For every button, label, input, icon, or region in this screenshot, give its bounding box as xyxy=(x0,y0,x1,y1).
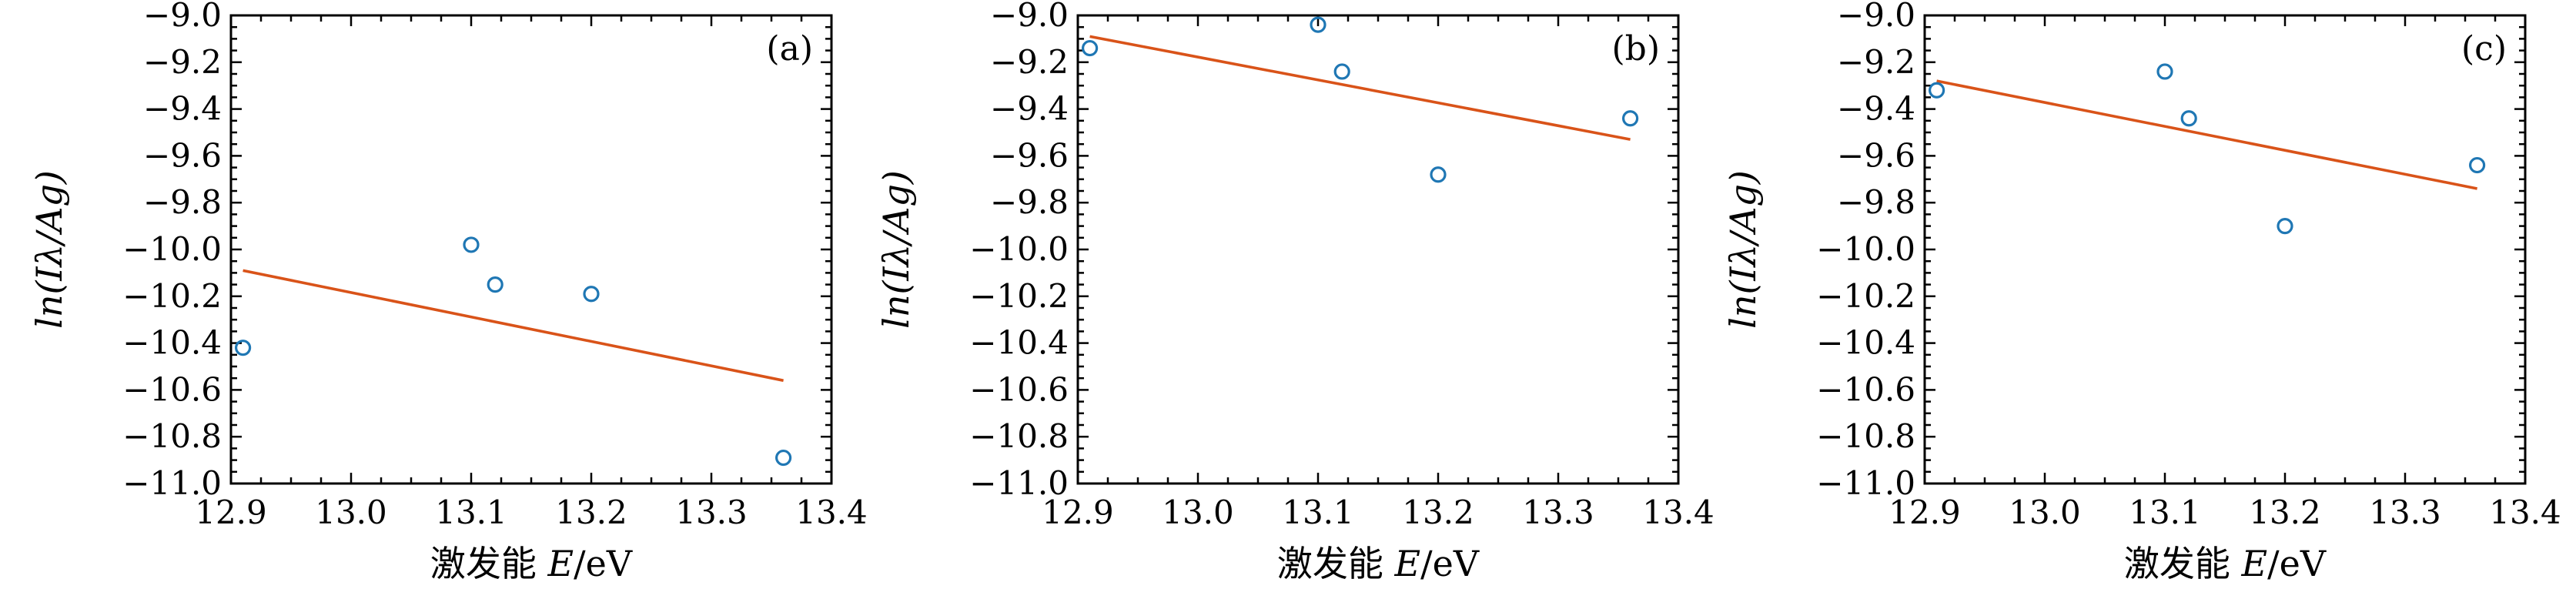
fit-line xyxy=(1089,35,1631,141)
y-tick-label: −10.0 xyxy=(1816,230,1915,268)
y-tick-label: −9.0 xyxy=(1837,0,1915,34)
y-tick-label: −9.4 xyxy=(1837,90,1915,128)
data-point xyxy=(1333,63,1350,80)
y-tick-label: −10.6 xyxy=(122,370,222,408)
panel-label: (c) xyxy=(2461,29,2507,69)
x-tick-label: 12.9 xyxy=(1889,494,1961,531)
data-point xyxy=(1310,16,1326,33)
y-tick-label: −9.8 xyxy=(1837,183,1915,221)
x-tick-label: 13.3 xyxy=(1522,494,1594,531)
data-point xyxy=(1081,39,1099,57)
x-tick-label: 13.2 xyxy=(1402,494,1474,531)
x-axis-label: 激发能 E/eV xyxy=(1277,543,1480,584)
y-tick-label: −10.6 xyxy=(1816,370,1915,408)
x-tick-label: 13.1 xyxy=(2129,494,2201,531)
y-axis-label: ln(Iλ/Ag) xyxy=(28,170,70,329)
y-tick-label: −10.4 xyxy=(122,324,222,362)
chart-panel-a: 12.9 13.0 13.1 13.2 13.3 13.4 −9.0 −9.2 −9.4 −9.6… xyxy=(28,0,868,584)
y-tick-label: −9.6 xyxy=(990,136,1069,174)
fit-line xyxy=(1936,79,2477,190)
x-axis-label-unit: /eV xyxy=(574,543,633,584)
x-axis-label-cn: 激发能 xyxy=(2124,543,2242,584)
y-tick-label: −10.4 xyxy=(1816,324,1915,362)
x-tick-label: 13.0 xyxy=(2009,494,2081,531)
x-axis-label-unit: /eV xyxy=(2267,543,2327,584)
y-tick-label: −10.8 xyxy=(969,417,1069,455)
data-point xyxy=(463,236,480,253)
x-tick-label: 13.4 xyxy=(2489,494,2561,531)
y-tick-label: −10.2 xyxy=(969,277,1069,315)
x-tick-label: 13.4 xyxy=(1642,494,1715,531)
y-tick-label: −10.6 xyxy=(969,370,1069,408)
x-tick-label: 12.9 xyxy=(195,494,267,531)
data-point xyxy=(1430,166,1447,183)
x-tick-label: 13.4 xyxy=(795,494,868,531)
chart-panel-b: 12.9 13.0 13.1 13.2 13.3 13.4 −9.0 −9.2 −9.4 −9.6… xyxy=(875,0,1715,584)
y-tick-label: −11.0 xyxy=(1816,464,1915,502)
data-point xyxy=(583,286,600,303)
x-tick-label: 13.2 xyxy=(2249,494,2321,531)
y-axis-label: ln(Iλ/Ag) xyxy=(875,170,917,329)
plot-frame xyxy=(1076,14,1680,485)
y-tick-label: −10.4 xyxy=(969,324,1069,362)
y-tick-label: −11.0 xyxy=(969,464,1069,502)
x-tick-label: 13.3 xyxy=(2369,494,2441,531)
x-axis-label-cn: 激发能 xyxy=(430,543,548,584)
x-tick-label: 13.3 xyxy=(675,494,748,531)
y-tick-label: −10.0 xyxy=(969,230,1069,268)
data-point xyxy=(2277,218,2293,235)
y-tick-label: −9.4 xyxy=(990,90,1069,128)
data-point xyxy=(235,340,252,356)
x-axis-label-cn: 激发能 xyxy=(1277,543,1395,584)
x-tick-label: 12.9 xyxy=(1042,494,1114,531)
x-tick-label: 13.2 xyxy=(555,494,627,531)
data-point xyxy=(2469,156,2486,174)
y-tick-label: −9.4 xyxy=(143,90,222,128)
x-axis-label-var: E xyxy=(547,543,574,584)
data-point xyxy=(487,276,503,293)
x-axis-label: 激发能 E/eV xyxy=(2124,543,2327,584)
y-tick-label: −9.8 xyxy=(990,183,1069,221)
y-tick-label: −9.2 xyxy=(990,43,1069,81)
data-point xyxy=(1622,110,1639,127)
y-tick-label: −9.0 xyxy=(143,0,222,34)
y-tick-label: −10.0 xyxy=(122,230,222,268)
y-tick-label: −11.0 xyxy=(122,464,222,502)
y-tick-label: −10.2 xyxy=(122,277,222,315)
y-tick-label: −9.6 xyxy=(143,136,222,174)
y-tick-label: −10.8 xyxy=(1816,417,1915,455)
x-tick-label: 13.1 xyxy=(435,494,507,531)
y-tick-label: −9.6 xyxy=(1837,136,1915,174)
data-point xyxy=(1929,82,1945,99)
panel-label: (a) xyxy=(766,29,813,69)
y-tick-label: −9.2 xyxy=(1837,43,1915,81)
y-tick-label: −10.8 xyxy=(122,417,222,455)
plot-frame xyxy=(1923,14,2527,485)
y-tick-label: −9.8 xyxy=(143,183,222,221)
plot-frame xyxy=(229,14,833,485)
data-point xyxy=(2156,63,2173,80)
y-tick-label: −9.0 xyxy=(990,0,1069,34)
chart-panel-c: 12.9 13.0 13.1 13.2 13.3 13.4 −9.0 −9.2 −9.4 −9.6… xyxy=(1722,0,2561,584)
x-axis-label-var: E xyxy=(1394,543,1421,584)
x-tick-label: 13.1 xyxy=(1282,494,1354,531)
fit-line xyxy=(243,269,784,383)
y-tick-label: −9.2 xyxy=(143,43,222,81)
x-tick-label: 13.0 xyxy=(315,494,387,531)
x-axis-label: 激发能 E/eV xyxy=(430,543,633,584)
y-axis-label: ln(Iλ/Ag) xyxy=(1722,170,1764,329)
panel-label: (b) xyxy=(1612,29,1661,69)
y-tick-label: −10.2 xyxy=(1816,277,1915,315)
data-point xyxy=(2180,110,2197,127)
x-axis-label-var: E xyxy=(2241,543,2268,584)
data-point xyxy=(774,449,792,467)
x-axis-label-unit: /eV xyxy=(1420,543,1480,584)
x-tick-label: 13.0 xyxy=(1162,494,1234,531)
